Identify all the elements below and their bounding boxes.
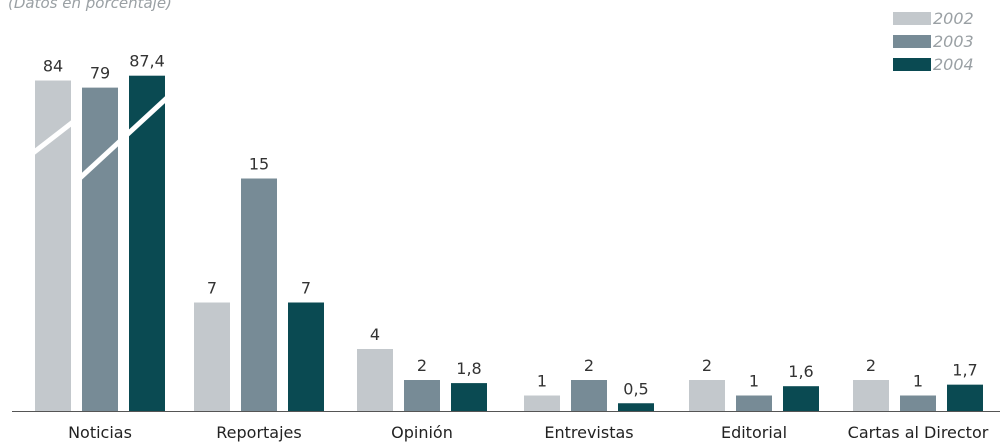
bar-cartas-al-director-2004 [947,384,983,411]
bar-opinión-2002 [357,349,393,411]
category-label-reportajes: Reportajes [216,423,301,442]
data-label-entrevistas-2002: 1 [537,372,547,391]
legend-swatch-2002 [893,12,931,25]
bar-reportajes-2002 [194,302,230,411]
bar-cartas-al-director-2002 [853,380,889,411]
bar-editorial-2003 [736,395,772,411]
category-label-noticias: Noticias [68,423,132,442]
legend-label-2004: 2004 [933,55,974,74]
data-label-entrevistas-2003: 2 [584,356,594,375]
bar-entrevistas-2003 [571,380,607,411]
data-label-editorial-2004: 1,6 [788,362,813,381]
category-label-opinión: Opinión [391,423,453,442]
data-label-entrevistas-2004: 0,5 [623,379,648,398]
axis-break-mark [78,94,171,180]
bar-reportajes-2003 [241,178,277,411]
category-label-entrevistas: Entrevistas [544,423,633,442]
data-label-noticias-2004: 87,4 [129,52,165,71]
category-label-cartas-al-director: Cartas al Director [848,423,989,442]
bar-entrevistas-2002 [524,395,560,411]
data-label-editorial-2002: 2 [702,356,712,375]
data-label-cartas-al-director-2003: 1 [913,372,923,391]
chart-subtitle: (Datos en porcentaje) [8,0,172,12]
bar-entrevistas-2004 [618,403,654,411]
data-label-opinión-2002: 4 [370,325,380,344]
bar-noticias-2004 [129,75,165,411]
data-label-opinión-2003: 2 [417,356,427,375]
bar-editorial-2002 [689,380,725,411]
data-label-cartas-al-director-2002: 2 [866,356,876,375]
data-label-editorial-2003: 1 [749,372,759,391]
bar-cartas-al-director-2003 [900,395,936,411]
data-label-reportajes-2004: 7 [301,279,311,298]
legend-label-2002: 2002 [933,9,974,28]
axis-break-mark [31,120,75,155]
data-label-opinión-2004: 1,8 [456,359,481,378]
legend-label-2003: 2003 [933,32,974,51]
data-label-reportajes-2002: 7 [207,279,217,298]
data-label-reportajes-2003: 15 [249,155,269,174]
data-label-cartas-al-director-2004: 1,7 [952,361,977,380]
legend-swatch-2004 [893,58,931,71]
bar-opinión-2004 [451,383,487,411]
bar-reportajes-2004 [288,302,324,411]
data-label-noticias-2003: 79 [90,64,110,83]
legend-swatch-2003 [893,35,931,48]
bar-opinión-2003 [404,380,440,411]
category-label-editorial: Editorial [721,423,787,442]
bar-editorial-2004 [783,386,819,411]
bar-noticias-2003 [82,87,118,412]
data-label-noticias-2002: 84 [43,57,63,76]
